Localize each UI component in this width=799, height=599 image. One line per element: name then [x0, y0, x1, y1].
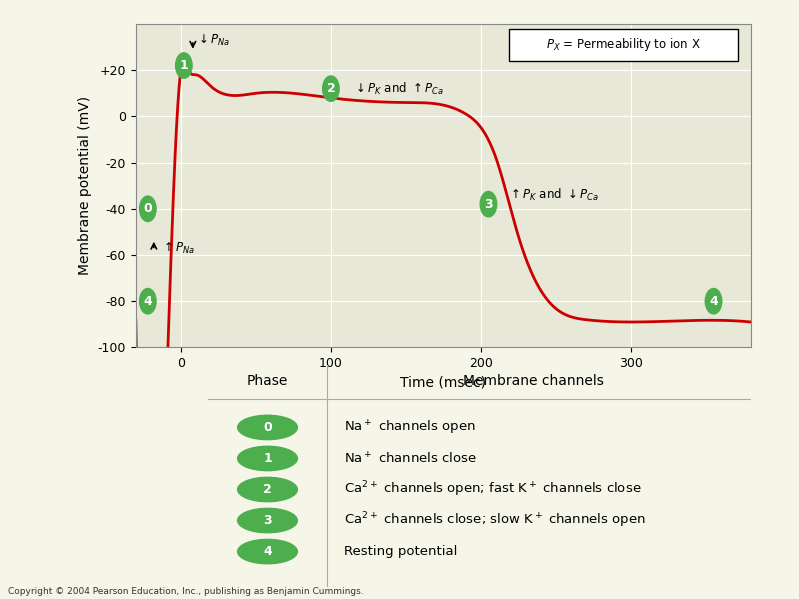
Text: Copyright © 2004 Pearson Education, Inc., publishing as Benjamin Cummings.: Copyright © 2004 Pearson Education, Inc.…: [8, 587, 364, 596]
Text: Na$^+$ channels open: Na$^+$ channels open: [344, 418, 475, 437]
Text: Membrane channels: Membrane channels: [463, 374, 604, 388]
FancyBboxPatch shape: [510, 29, 737, 61]
Text: $\uparrow$$P_{Na}$: $\uparrow$$P_{Na}$: [161, 241, 196, 256]
Circle shape: [323, 76, 339, 101]
Text: 2: 2: [263, 483, 272, 496]
Text: 0: 0: [144, 202, 152, 215]
Circle shape: [237, 539, 297, 564]
Text: $P_X$ = Permeability to ion X: $P_X$ = Permeability to ion X: [546, 37, 701, 53]
Circle shape: [176, 53, 192, 78]
Text: 0: 0: [263, 421, 272, 434]
Y-axis label: Membrane potential (mV): Membrane potential (mV): [78, 96, 92, 276]
Text: Ca$^{2+}$ channels close; slow K$^+$ channels open: Ca$^{2+}$ channels close; slow K$^+$ cha…: [344, 511, 646, 530]
X-axis label: Time (msec): Time (msec): [400, 376, 487, 390]
Text: Resting potential: Resting potential: [344, 545, 457, 558]
Circle shape: [480, 192, 497, 217]
Text: 4: 4: [144, 295, 152, 308]
Text: $\downarrow$$P_K$ and $\uparrow$$P_{Ca}$: $\downarrow$$P_K$ and $\uparrow$$P_{Ca}$: [353, 81, 444, 96]
Text: Phase: Phase: [247, 374, 288, 388]
Text: 3: 3: [484, 198, 493, 211]
Text: Ca$^{2+}$ channels open; fast K$^+$ channels close: Ca$^{2+}$ channels open; fast K$^+$ chan…: [344, 480, 641, 500]
Circle shape: [140, 196, 156, 222]
Text: 1: 1: [180, 59, 189, 72]
Text: $\downarrow$$P_{Na}$: $\downarrow$$P_{Na}$: [196, 32, 230, 48]
Circle shape: [237, 415, 297, 440]
Circle shape: [140, 289, 156, 314]
Circle shape: [237, 477, 297, 502]
Text: 2: 2: [327, 82, 336, 95]
Circle shape: [237, 446, 297, 471]
Circle shape: [706, 289, 721, 314]
Text: 4: 4: [263, 545, 272, 558]
Text: 4: 4: [710, 295, 718, 308]
Text: $\uparrow$$P_K$ and $\downarrow$$P_{Ca}$: $\uparrow$$P_K$ and $\downarrow$$P_{Ca}$: [508, 187, 598, 203]
Text: 3: 3: [263, 514, 272, 527]
Text: 1: 1: [263, 452, 272, 465]
Circle shape: [237, 509, 297, 533]
Text: Na$^+$ channels close: Na$^+$ channels close: [344, 451, 477, 466]
